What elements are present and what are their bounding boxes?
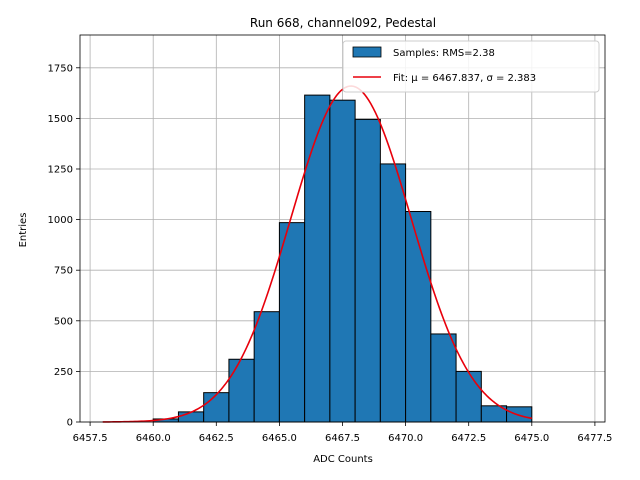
fit-curve xyxy=(102,85,532,423)
histogram-bar xyxy=(379,163,407,423)
x-tick-label: 6460.0 xyxy=(136,433,171,444)
y-tick-label: 1000 xyxy=(48,215,73,226)
histogram-bar xyxy=(228,358,255,423)
y-axis-ticks: 0 250 500 750 1000 1250 1500 1750 xyxy=(48,63,80,429)
histogram-bar xyxy=(455,370,482,423)
histogram-bar xyxy=(278,222,306,423)
legend-histogram-swatch xyxy=(352,46,382,58)
fit-curve-layer xyxy=(102,85,532,423)
x-axis-label: ADC Counts xyxy=(313,454,373,465)
x-tick-label: 6467.5 xyxy=(325,433,360,444)
x-tick-label: 6470.0 xyxy=(388,433,423,444)
chart-title: Run 668, channel092, Pedestal xyxy=(250,16,436,30)
histogram-bar xyxy=(203,392,230,423)
histogram-bar xyxy=(506,406,533,423)
y-tick-label: 1500 xyxy=(48,114,73,125)
histogram-bar xyxy=(354,118,381,423)
y-tick-label: 0 xyxy=(67,418,73,429)
histogram-bars xyxy=(152,94,533,423)
y-tick-label: 1750 xyxy=(48,63,73,74)
histogram-bar xyxy=(177,411,205,423)
legend-histogram-label: Samples: RMS=2.38 xyxy=(393,48,495,59)
x-tick-label: 6465.0 xyxy=(262,433,297,444)
legend-box xyxy=(342,40,600,93)
histogram-bar xyxy=(329,99,356,423)
y-tick-label: 750 xyxy=(54,266,73,277)
y-tick-label: 500 xyxy=(54,316,73,327)
x-tick-label: 6462.5 xyxy=(199,433,234,444)
legend: Samples: RMS=2.38 Fit: μ = 6467.837, σ =… xyxy=(342,40,600,93)
x-tick-label: 6472.5 xyxy=(451,433,486,444)
histogram-bar xyxy=(304,94,331,423)
x-tick-label: 6475.0 xyxy=(514,433,549,444)
x-tick-label: 6457.5 xyxy=(73,433,108,444)
y-tick-label: 250 xyxy=(54,367,73,378)
histogram-bar xyxy=(430,333,457,423)
histogram-bar xyxy=(253,311,280,423)
histogram-bar xyxy=(405,210,432,423)
y-axis-label: Entries xyxy=(18,213,29,248)
y-tick-label: 1250 xyxy=(48,164,73,175)
legend-fit-label: Fit: μ = 6467.837, σ = 2.383 xyxy=(393,73,536,84)
x-axis-ticks: 6457.5 6460.0 6462.5 6465.0 6467.5 6470.0 6472… xyxy=(73,422,612,444)
x-tick-label: 6477.5 xyxy=(577,433,612,444)
